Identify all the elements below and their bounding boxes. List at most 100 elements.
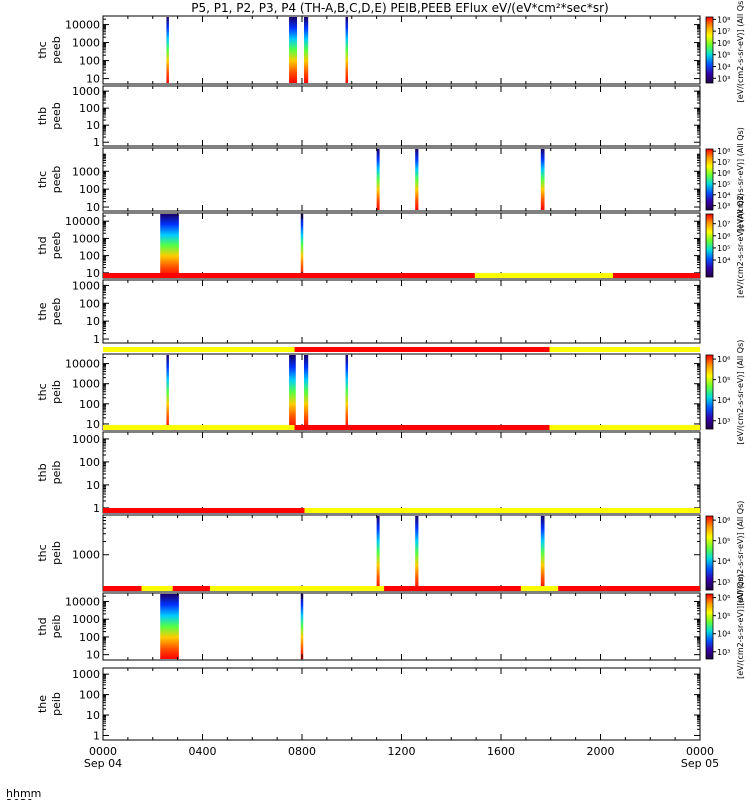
panel-label-product: peeb: [50, 232, 63, 260]
status-segment: [474, 273, 613, 278]
colorbar-tick-label: 10⁴: [717, 396, 730, 405]
status-segment: [549, 347, 700, 352]
y-tick-label: 100: [79, 183, 100, 196]
status-segment: [558, 586, 700, 591]
y-tick-label: 100: [79, 398, 100, 411]
panel-label-product: peib: [50, 615, 63, 639]
y-tick-label: 10: [86, 479, 100, 492]
spectrogram-streak: [540, 149, 545, 210]
panel-thc-peeb: 10 100 1000 10000 thc peeb 10³ 10⁴ 10⁵ 10⁶ 10⁷ 10⁸ […: [36, 0, 745, 102]
panel-label-probe: thc: [36, 383, 49, 400]
y-tick-label: 10000: [65, 595, 100, 608]
y-tick-label: 100: [79, 250, 100, 263]
colorbar-tick-label: 10⁵: [717, 51, 730, 60]
status-segment: [103, 347, 295, 352]
colorbar: [705, 515, 714, 591]
spectrogram-streak: [300, 214, 304, 277]
panel-label-product: peeb: [50, 102, 63, 130]
spectrogram-streak: [166, 355, 169, 429]
colorbar-tick-label: 10⁶: [717, 355, 730, 364]
figure-title: P5, P1, P2, P3, P4 (TH-A,B,C,D,E) PEIB,P…: [191, 1, 608, 15]
x-tick-label: 0000: [89, 745, 117, 758]
colorbar-unit-label: [eV/(cm2-s-sr-eV)] (All Qs): [736, 193, 745, 298]
colorbar-tick-label: 10⁷: [717, 27, 730, 36]
x-tick-label: 0400: [189, 745, 217, 758]
y-tick-label: 1000: [72, 85, 100, 98]
panel-thc-peib: 10 100 1000 10000 thc peib 10³ 10⁴ 10⁵ 10⁶ [eV/(cm…: [36, 340, 745, 445]
spectrogram-streak: [376, 149, 380, 210]
colorbar-tick-label: 10⁴: [717, 191, 730, 200]
panel-thb-peeb: 1 10 100 1000 thb peeb: [36, 85, 701, 149]
y-tick-label: 100: [79, 689, 100, 702]
panel-label-probe: thb: [36, 463, 49, 481]
spectrogram-streak: [166, 17, 169, 83]
colorbar-unit-label: [eV/(cm2-s-sr-eV)] (All Qs): [736, 0, 745, 102]
colorbar-tick-label: 10³: [717, 202, 730, 211]
y-tick-label: 100: [79, 297, 100, 310]
colorbar-tick-label: 10³: [717, 417, 730, 426]
x-axis-year: 2021: [6, 797, 34, 800]
y-tick-label: 1000: [72, 37, 100, 50]
colorbar-unit-label: [eV/(cm2-s-sr-eV)] (All Qs): [736, 340, 745, 445]
y-tick-label: 100: [79, 456, 100, 469]
spectrogram-streak: [160, 594, 179, 659]
y-tick-label: 1000: [72, 668, 100, 681]
spectrogram-streak: [303, 355, 309, 429]
y-tick-label: 100: [79, 631, 100, 644]
x-tick-sublabel: Sep 04: [84, 757, 122, 770]
y-tick-label: 1000: [72, 232, 100, 245]
colorbar-unit-label: [eV/(cm2-s-sr-eV)] (All Qs): [736, 501, 745, 606]
colorbar-tick-label: 10³: [717, 74, 730, 83]
y-tick-label: 10: [86, 201, 100, 214]
panel-label-probe: thc: [36, 171, 49, 188]
y-tick-label: 1000: [72, 378, 100, 391]
panel-label-product: peeb: [50, 298, 63, 326]
colorbar-tick-label: 10⁶: [717, 594, 730, 603]
status-segment: [294, 425, 550, 430]
colorbar-tick-label: 10³: [717, 578, 730, 587]
panel-label-probe: thc: [36, 41, 49, 58]
colorbar-unit-label: [eV/(cm2-s-sr-eV)] (All Qs): [736, 127, 745, 232]
colorbar-tick-label: 10⁶: [717, 39, 730, 48]
y-tick-label: 10000: [65, 215, 100, 228]
spectrogram-streak: [376, 516, 380, 590]
status-segment: [384, 586, 521, 591]
status-segment: [549, 425, 700, 430]
colorbar-tick-label: 10⁷: [717, 220, 730, 229]
colorbar-tick-label: 10⁴: [717, 557, 730, 566]
status-segment: [103, 508, 305, 513]
y-tick-label: 10: [86, 315, 100, 328]
panel-frame: [102, 592, 701, 661]
y-tick-label: 100: [79, 102, 100, 115]
y-tick-label: 10: [86, 73, 100, 86]
panel-the-peib: 1 10 100 1000 the peib: [36, 667, 701, 742]
status-segment: [141, 586, 173, 591]
colorbar: [705, 148, 714, 211]
colorbar: [705, 354, 714, 430]
colorbar: [705, 16, 714, 84]
status-segment: [103, 273, 475, 278]
colorbar-tick-label: 10⁸: [717, 147, 730, 156]
colorbar-tick-label: 10⁴: [717, 63, 730, 72]
panel-label-product: peeb: [50, 36, 63, 64]
spectrogram-streak: [540, 516, 545, 590]
status-segment: [209, 586, 385, 591]
colorbar-tick-label: 10³: [717, 648, 730, 657]
colorbar-tick-label: 10⁴: [717, 630, 730, 639]
panel-label-product: peeb: [50, 166, 63, 194]
panel-label-probe: the: [36, 302, 49, 320]
panel-frame: [102, 147, 701, 212]
panel-label-probe: thc: [36, 544, 49, 561]
status-segment: [612, 273, 700, 278]
y-tick-label: 1: [93, 729, 100, 742]
panel-the-peeb: 1 10 100 1000 the peeb: [36, 273, 701, 346]
y-tick-label: 1: [93, 502, 100, 515]
status-segment: [520, 586, 559, 591]
y-tick-label: 1000: [72, 613, 100, 626]
panel-label-probe: thb: [36, 107, 49, 125]
x-tick-label: 2000: [587, 745, 615, 758]
spectrogram-streak: [415, 516, 419, 590]
